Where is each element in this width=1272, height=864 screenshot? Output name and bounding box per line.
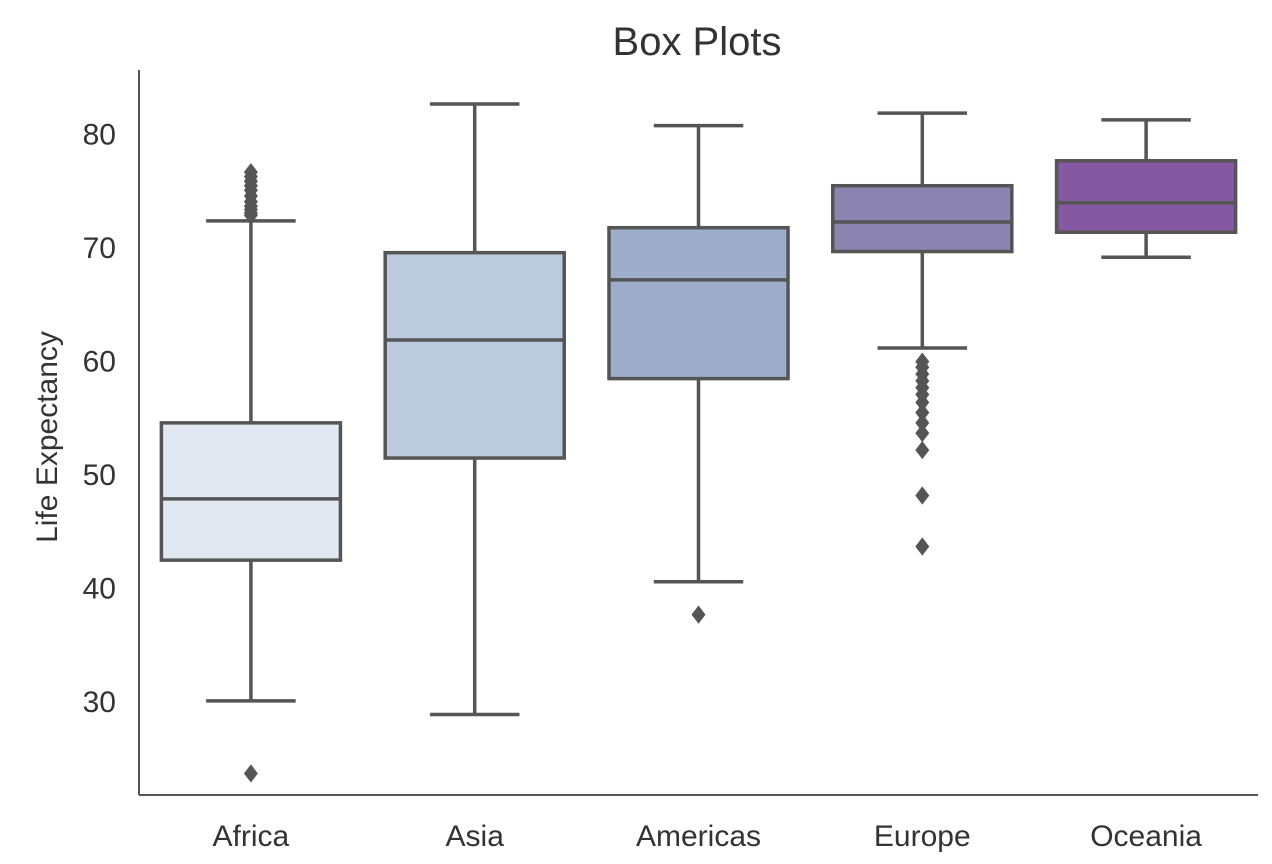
outlier-point	[915, 423, 930, 443]
y-tick-label: 30	[83, 686, 116, 719]
outlier-point	[243, 163, 258, 182]
x-tick-label: Americas	[636, 820, 761, 853]
box-iqr	[607, 225, 790, 381]
x-ticks: Africa Asia Americas Europe Oceania	[213, 820, 1203, 853]
x-tick-label: Africa	[213, 820, 290, 853]
y-ticks: 30 40 50 60 70 80	[83, 119, 116, 719]
y-tick-label: 40	[83, 572, 116, 605]
x-tick-label: Oceania	[1090, 820, 1202, 853]
box-group-asia	[383, 102, 566, 717]
box-group-africa	[159, 163, 343, 783]
boxes	[159, 102, 1238, 783]
y-axis-label: Life Expectancy	[31, 331, 64, 543]
outlier-point	[243, 764, 258, 783]
chart-title: Box Plots	[613, 20, 782, 64]
box-group-oceania	[1054, 118, 1238, 259]
box-iqr	[159, 421, 343, 562]
outlier-point	[915, 352, 930, 371]
y-tick-label: 80	[83, 119, 116, 152]
x-tick-label: Europe	[874, 820, 971, 853]
x-tick-label: Asia	[446, 820, 505, 853]
outlier-point	[915, 403, 930, 422]
y-tick-label: 70	[83, 232, 116, 265]
outlier-point	[915, 440, 930, 460]
box-group-europe	[831, 111, 1014, 556]
box-iqr	[383, 250, 566, 460]
box-group-americas	[607, 123, 790, 624]
outlier-point	[915, 537, 930, 556]
outlier-point	[915, 486, 930, 505]
box-iqr	[1054, 159, 1238, 234]
outlier-point	[915, 413, 930, 432]
box-iqr	[831, 183, 1014, 254]
outlier-point	[691, 605, 706, 624]
y-tick-label: 50	[83, 459, 116, 492]
y-tick-label: 60	[83, 345, 116, 378]
